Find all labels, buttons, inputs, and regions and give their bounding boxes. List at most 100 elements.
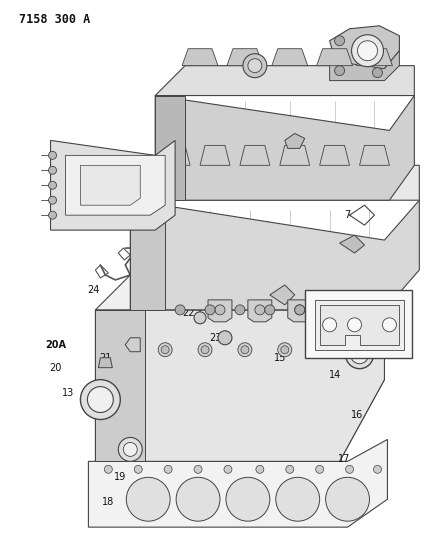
- Circle shape: [351, 346, 369, 364]
- Text: 2: 2: [59, 150, 65, 160]
- Circle shape: [248, 59, 262, 72]
- Text: 5: 5: [302, 146, 308, 156]
- Circle shape: [345, 341, 374, 369]
- Circle shape: [48, 211, 56, 219]
- Polygon shape: [227, 49, 263, 66]
- Polygon shape: [125, 338, 140, 352]
- Text: 20A: 20A: [45, 340, 66, 350]
- Circle shape: [48, 196, 56, 204]
- Circle shape: [243, 54, 267, 78]
- Text: 23: 23: [209, 333, 221, 343]
- Polygon shape: [95, 310, 384, 462]
- Circle shape: [176, 478, 220, 521]
- Polygon shape: [320, 305, 399, 345]
- Polygon shape: [317, 49, 353, 66]
- Circle shape: [348, 318, 362, 332]
- Circle shape: [265, 305, 275, 315]
- Polygon shape: [313, 245, 336, 260]
- Bar: [305, 290, 412, 358]
- Polygon shape: [233, 245, 257, 260]
- Circle shape: [205, 305, 215, 315]
- Circle shape: [295, 305, 305, 315]
- Polygon shape: [280, 146, 310, 165]
- Polygon shape: [95, 260, 399, 310]
- Text: 17: 17: [339, 454, 351, 464]
- Polygon shape: [130, 165, 419, 200]
- Circle shape: [48, 166, 56, 174]
- Text: 1: 1: [50, 203, 56, 213]
- Polygon shape: [51, 140, 175, 230]
- Circle shape: [323, 318, 336, 332]
- Circle shape: [201, 346, 209, 354]
- Polygon shape: [315, 300, 404, 350]
- Circle shape: [123, 442, 137, 456]
- Circle shape: [164, 465, 172, 473]
- Circle shape: [87, 386, 113, 413]
- Circle shape: [276, 478, 320, 521]
- Text: 14: 14: [328, 370, 341, 379]
- Circle shape: [345, 465, 354, 473]
- Circle shape: [383, 318, 396, 332]
- Circle shape: [80, 379, 120, 419]
- Polygon shape: [130, 200, 165, 310]
- Circle shape: [158, 343, 172, 357]
- Polygon shape: [330, 26, 399, 71]
- Circle shape: [295, 305, 305, 315]
- Circle shape: [215, 305, 225, 315]
- Polygon shape: [353, 245, 377, 260]
- Circle shape: [357, 41, 377, 61]
- Circle shape: [281, 346, 289, 354]
- Circle shape: [354, 305, 365, 315]
- Polygon shape: [95, 310, 384, 462]
- Text: 20: 20: [49, 362, 62, 373]
- Polygon shape: [95, 310, 145, 462]
- Polygon shape: [155, 95, 414, 200]
- Polygon shape: [89, 439, 387, 527]
- Circle shape: [224, 465, 232, 473]
- Text: 15: 15: [273, 353, 286, 362]
- Polygon shape: [339, 235, 365, 253]
- Polygon shape: [240, 146, 270, 165]
- Circle shape: [161, 346, 169, 354]
- Circle shape: [238, 343, 252, 357]
- Circle shape: [194, 465, 202, 473]
- Polygon shape: [200, 146, 230, 165]
- Circle shape: [104, 465, 112, 473]
- Text: 16: 16: [351, 409, 364, 419]
- Text: 13: 13: [345, 350, 358, 360]
- Polygon shape: [80, 165, 140, 205]
- Circle shape: [255, 305, 265, 315]
- Circle shape: [226, 478, 270, 521]
- Circle shape: [48, 151, 56, 159]
- Circle shape: [256, 465, 264, 473]
- Text: 9: 9: [321, 238, 328, 248]
- Text: 18: 18: [102, 497, 114, 507]
- Circle shape: [335, 36, 345, 46]
- Text: 3: 3: [185, 178, 191, 188]
- Circle shape: [278, 343, 292, 357]
- Circle shape: [118, 438, 142, 462]
- Text: 21: 21: [99, 353, 112, 362]
- Polygon shape: [130, 200, 419, 310]
- Circle shape: [321, 346, 329, 354]
- Circle shape: [175, 305, 185, 315]
- Circle shape: [218, 331, 232, 345]
- Polygon shape: [95, 310, 145, 462]
- Circle shape: [357, 343, 372, 357]
- Circle shape: [318, 343, 332, 357]
- Circle shape: [48, 181, 56, 189]
- Text: 19: 19: [114, 472, 126, 482]
- Circle shape: [286, 465, 294, 473]
- Text: 22: 22: [182, 308, 194, 318]
- Polygon shape: [155, 66, 414, 95]
- Circle shape: [126, 478, 170, 521]
- Polygon shape: [155, 95, 185, 200]
- Circle shape: [372, 68, 383, 78]
- Polygon shape: [160, 146, 190, 165]
- Text: 7158 300 A: 7158 300 A: [19, 13, 90, 26]
- Circle shape: [241, 346, 249, 354]
- Circle shape: [326, 478, 369, 521]
- Polygon shape: [288, 300, 312, 322]
- Polygon shape: [208, 300, 232, 322]
- Polygon shape: [270, 285, 295, 305]
